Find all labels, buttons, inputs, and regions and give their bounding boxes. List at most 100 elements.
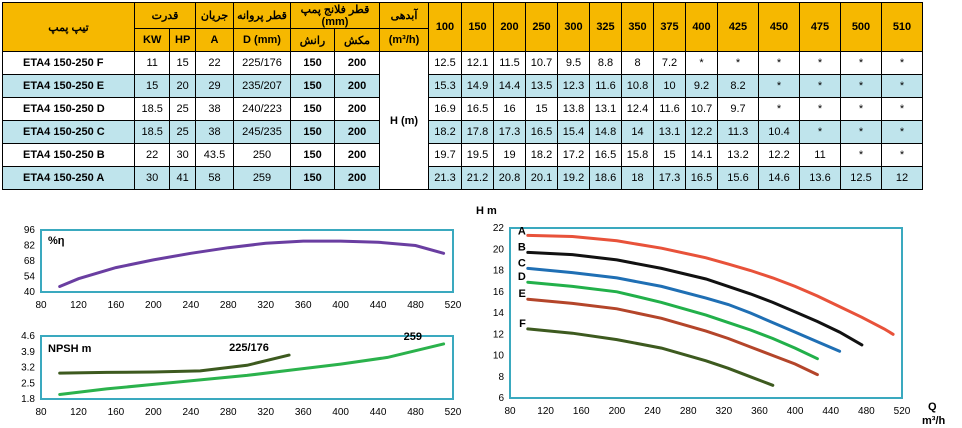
y-tick-label: 3.2	[21, 363, 35, 374]
table-row: ETA4 150-250 E 15 20 29 235/207 150 200 15.3 14.…	[2, 74, 923, 98]
cell-head-value: 15	[525, 97, 558, 121]
cell-model: ETA4 150-250 C	[2, 120, 135, 144]
cell-d: 235/207	[233, 74, 291, 98]
cell-head-value: 14.9	[461, 74, 494, 98]
cell-head-value: *	[881, 120, 923, 144]
cell-head-value: 9.5	[557, 51, 590, 75]
x-tick-label: 120	[537, 406, 554, 417]
cell-kw: 22	[133, 143, 171, 167]
cell-head-value: 13.2	[717, 143, 759, 167]
cell-head-value: 14.8	[589, 120, 622, 144]
series-label: 225/176	[229, 342, 269, 354]
cell-dis: 150	[289, 97, 336, 121]
cell-a: 22	[195, 51, 234, 75]
cell-head-value: 16.9	[428, 97, 462, 121]
header-power: قدرت	[134, 2, 196, 29]
cell-hp: 25	[169, 97, 196, 121]
cell-head-value: 13.1	[589, 97, 622, 121]
x-tick-label: 240	[182, 300, 199, 311]
table-row: ETA4 150-250 A 30 41 58 259 150 200 21.3 21.2 20.…	[2, 166, 923, 190]
cell-head-value: *	[685, 51, 718, 75]
series-line	[58, 342, 446, 396]
cell-head-value: 17.3	[653, 166, 686, 190]
cell-head-value: 17.2	[557, 143, 590, 167]
y-tick-label: 54	[24, 272, 36, 283]
y-tick-label: 22	[493, 223, 505, 234]
x-tick-label: 160	[573, 406, 590, 417]
cell-model: ETA4 150-250 D	[2, 97, 135, 121]
cell-head-value: *	[840, 143, 882, 167]
cell-head-value: *	[881, 51, 923, 75]
series-label: C	[518, 257, 526, 269]
cell-a: 38	[195, 120, 234, 144]
cell-head-value: 12.3	[557, 74, 590, 98]
x-tick-label: 400	[332, 300, 349, 311]
cell-suc: 200	[334, 143, 380, 167]
header-impeller-unit: D (mm)	[233, 28, 291, 52]
y-tick-label: 12	[493, 329, 505, 340]
cell-model: ETA4 150-250 A	[2, 166, 135, 190]
cell-suc: 200	[334, 166, 380, 190]
cell-head-value: 10	[653, 74, 686, 98]
cell-head-value: 15.4	[557, 120, 590, 144]
table-row: ETA4 150-250 C 18.5 25 38 245/235 150 200 18.2 1…	[2, 120, 923, 144]
cell-head-value: *	[799, 120, 841, 144]
cell-kw: 11	[133, 51, 171, 75]
cell-head-value: 21.2	[461, 166, 494, 190]
flow-header-5: 325	[589, 2, 622, 52]
npsh-label: NPSH m	[48, 343, 92, 355]
cell-suc: 200	[334, 74, 380, 98]
flow-header-4: 300	[557, 2, 590, 52]
cell-head-value: 21.3	[428, 166, 462, 190]
cell-head-value: 11.5	[493, 51, 526, 75]
cell-d: 245/235	[233, 120, 291, 144]
x-tick-label: 480	[407, 407, 424, 418]
cell-head-unit: H (m)	[379, 51, 429, 190]
y-tick-label: 14	[493, 308, 505, 319]
flow-header-12: 500	[840, 2, 882, 52]
cell-kw: 30	[133, 166, 171, 190]
cell-d: 225/176	[233, 51, 291, 75]
cell-dis: 150	[289, 51, 336, 75]
cell-head-value: 17.8	[461, 120, 494, 144]
y-tick-label: 8	[498, 372, 504, 383]
y-tick-label: 6	[498, 393, 504, 404]
cell-suc: 200	[334, 51, 380, 75]
header-model: تیپ پمپ	[2, 2, 135, 52]
x-tick-label: 280	[220, 300, 237, 311]
cell-head-value: *	[717, 51, 759, 75]
cell-head-value: 11.3	[717, 120, 759, 144]
header-amp: A	[195, 28, 234, 52]
cell-head-value: 20.1	[525, 166, 558, 190]
cell-head-value: 12.5	[840, 166, 882, 190]
cell-head-value: 11.6	[653, 97, 686, 121]
cell-head-value: 8.8	[589, 51, 622, 75]
table-row: ETA4 150-250 D 18.5 25 38 240/223 150 200 16.9 1…	[2, 97, 923, 121]
cell-head-value: 15.6	[717, 166, 759, 190]
y-tick-label: 40	[24, 287, 36, 298]
cell-head-value: 13.8	[557, 97, 590, 121]
cell-head-value: 17.3	[493, 120, 526, 144]
series-label: B	[518, 241, 526, 253]
cell-head-value: *	[881, 97, 923, 121]
flow-header-2: 200	[493, 2, 526, 52]
header-flow: آبدهی	[379, 2, 429, 29]
chart-frame	[40, 229, 454, 293]
cell-head-value: *	[840, 51, 882, 75]
x-tick-label: 440	[370, 300, 387, 311]
cell-head-value: *	[758, 97, 800, 121]
cell-dis: 150	[289, 143, 336, 167]
cell-a: 58	[195, 166, 234, 190]
cell-head-value: 18.2	[525, 143, 558, 167]
x-tick-label: 280	[680, 406, 697, 417]
flow-header-0: 100	[428, 2, 462, 52]
x-tick-label: 360	[751, 406, 768, 417]
cell-head-value: *	[758, 74, 800, 98]
cell-kw: 18.5	[133, 97, 171, 121]
cell-a: 38	[195, 97, 234, 121]
cell-head-value: 15.8	[621, 143, 654, 167]
cell-head-value: 10.7	[525, 51, 558, 75]
cell-dis: 150	[289, 74, 336, 98]
cell-suc: 200	[334, 120, 380, 144]
cell-model: ETA4 150-250 B	[2, 143, 135, 167]
